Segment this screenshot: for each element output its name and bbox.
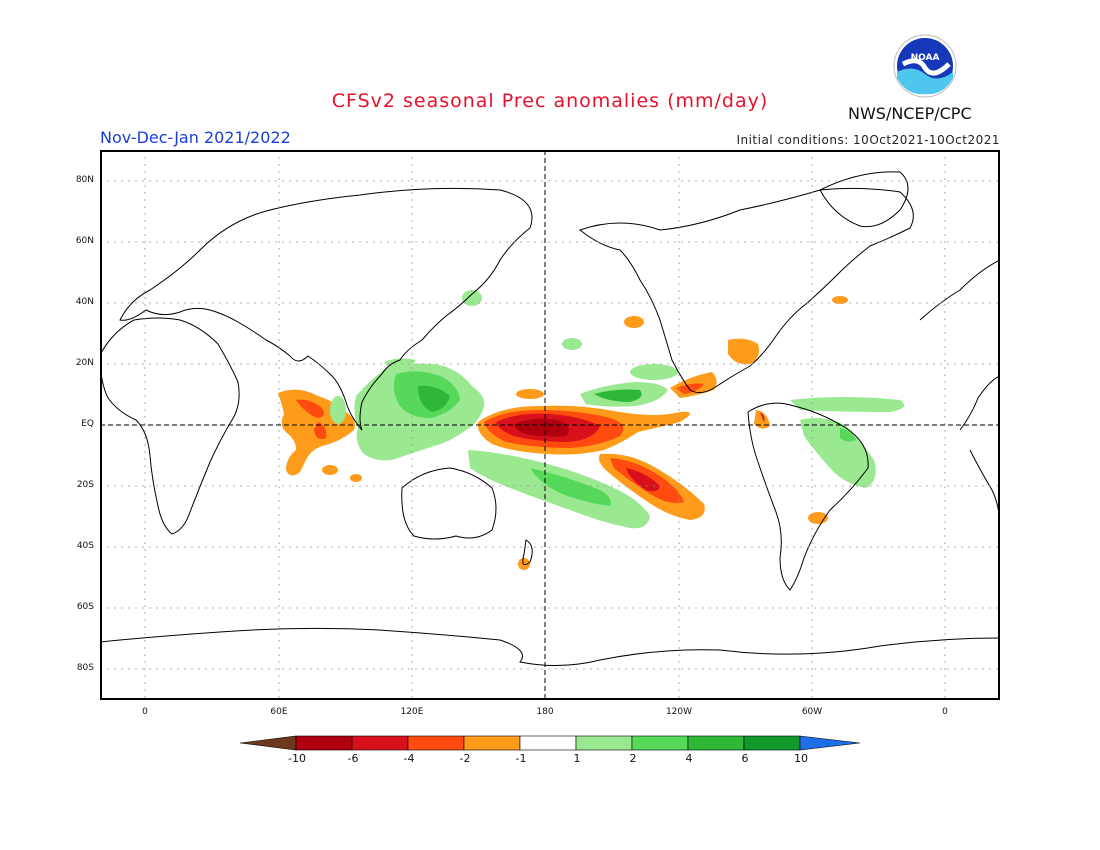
colorbar-bin [463,735,521,751]
colorbar-bin [743,735,801,751]
colorbar-low-arrow [239,735,297,751]
lat-label: EQ [81,419,94,429]
lat-label: 20N [75,358,94,368]
colorbar-high-arrow [799,735,861,751]
colorbar-label: -6 [347,752,359,765]
colorbar-label: -10 [288,752,306,765]
colorbar-label: 6 [741,752,749,765]
lat-label: 80N [75,175,94,185]
outline-antarctica [100,627,1000,667]
colorbar-bin [295,735,353,751]
colorbar-label: -2 [459,752,471,765]
colorbar-label: -4 [403,752,415,765]
organization-label: NWS/NCEP/CPC [848,104,972,123]
wet-anomaly-south-america [800,418,876,488]
noaa-logo: NOAA [893,34,957,98]
lat-label: 40S [76,541,94,551]
lat-label: 80S [76,663,94,673]
colorbar-bin [351,735,409,751]
lon-label: 120E [400,707,424,717]
colorbar-label: -1 [515,752,527,765]
outline-eurasia [119,187,533,431]
colorbar-bin [519,735,577,751]
outline-greenland [819,171,909,228]
outline-north-america [578,187,914,394]
lon-label: 60E [270,707,288,717]
lat-label: 20S [76,480,94,490]
colorbar [239,735,861,751]
lat-label: 60S [76,602,94,612]
colorbar-label: 1 [573,752,581,765]
colorbar-label: 10 [794,752,808,765]
continent-outlines [100,171,1000,667]
lon-label: 120W [665,707,693,717]
outline-europe-east [919,259,1000,321]
lat-label: 60N [75,236,94,246]
colorbar-label: 2 [629,752,637,765]
precip-anomaly-map [100,150,1000,700]
outline-australia [401,467,497,540]
colorbar-bin [631,735,689,751]
outline-africa-east [959,375,1000,431]
noaa-logo-text: NOAA [911,53,940,63]
colorbar-label: 4 [685,752,693,765]
lon-label: 180 [536,707,554,717]
lon-label: 0 [142,707,148,717]
colorbar-bin [687,735,745,751]
initial-conditions-label: Initial conditions: 10Oct2021-10Oct2021 [736,133,1000,147]
lat-label: 40N [75,297,94,307]
outline-africa [100,317,240,535]
outline-south-america [747,402,869,591]
lon-label: 60W [801,707,823,717]
colorbar-bin [407,735,465,751]
lon-label: 0 [942,707,948,717]
season-label: Nov-Dec-Jan 2021/2022 [100,128,291,147]
anomaly-fields [278,290,905,570]
dry-anomaly-indian-ocean-core [296,399,325,418]
map-title: CFSv2 seasonal Prec anomalies (mm/day) [331,90,769,112]
colorbar-bin [575,735,633,751]
